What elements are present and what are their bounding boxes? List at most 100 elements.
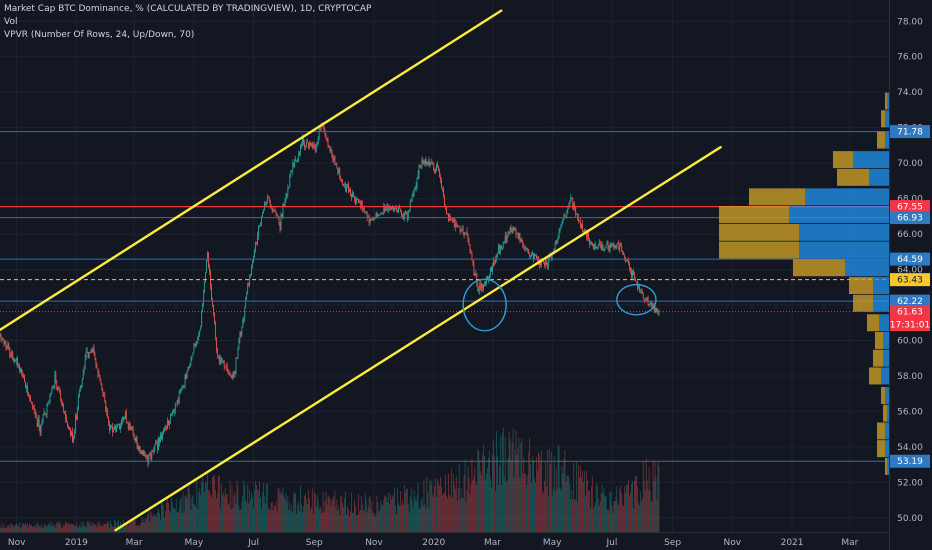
candle-body [393,207,394,211]
candle-body [569,202,571,206]
price-badge-63-43[interactable]: 63.43 [897,276,923,286]
candle [122,416,124,423]
volume-bar [375,514,377,532]
volume-bar [633,508,634,532]
candle-body [637,284,639,289]
volume-bar [635,476,636,532]
candle-body [315,145,317,152]
time-tick-label: 2020 [422,538,445,548]
candle-body [578,216,580,221]
price-badge-64-59[interactable]: 64.59 [897,255,923,265]
vpvr-row-up [833,151,853,169]
price-badge-64-59-bg[interactable] [890,252,930,266]
candle-body [9,347,11,356]
price-badge-67-55-bg[interactable] [890,200,930,214]
candle [394,207,395,213]
candle-body [429,161,431,165]
volume-bar [525,473,527,532]
volume-bar [68,523,69,532]
volume-bar [37,524,39,532]
candle-body [329,146,331,151]
candle-body [65,412,66,418]
vpvr-row-up [867,314,879,332]
volume-bar [107,521,109,532]
ellipse-march-2020[interactable] [462,278,507,332]
volume-bar [45,526,47,532]
volume-bar [172,508,174,532]
candle [216,347,218,359]
candle-body [351,195,352,198]
candle-body [439,171,441,177]
volume-bar [540,463,541,532]
candle [108,416,110,427]
price-badge-62-22[interactable]: 62.22 [897,297,923,307]
candle [46,403,48,419]
ellipse-august-2020[interactable] [616,283,657,316]
volume-bar [579,476,581,532]
volume-bar [97,523,99,532]
trendline-channel-upper[interactable] [0,9,503,332]
candle-body [396,207,397,211]
price-badge-71-78[interactable]: 71.78 [897,128,923,138]
candle-body [628,260,629,263]
volume-bar [17,525,19,532]
volume-bar [567,476,569,532]
candle [326,137,328,143]
price-badge-71-78-bg[interactable] [890,125,930,139]
price-badge-62-22-bg[interactable] [890,294,930,308]
countdown-badge-bg[interactable] [890,318,930,332]
volume-bar [485,479,487,532]
trendline-channel-lower[interactable] [114,145,722,532]
price-badge-61-63-bg[interactable] [890,305,930,319]
candle-body [294,159,296,167]
candle [383,202,385,216]
price-badge-61-63[interactable]: 61.63 [897,308,923,318]
price-badge-53-19[interactable]: 53.19 [897,457,923,467]
volume-bar [619,488,621,532]
candle [198,331,200,341]
countdown-badge[interactable]: 17:31:01 [890,321,930,331]
price-badge-63-43-bg[interactable] [890,273,930,287]
volume-bar [198,492,200,532]
candle-body [287,187,289,194]
price-tick-label: 50.00 [897,514,923,524]
volume-bar [58,523,60,532]
candle [597,244,599,250]
candle-body [642,293,644,299]
candle [497,243,499,254]
volume-bar [546,449,548,532]
candle-body [580,221,581,229]
candle-body [123,418,125,420]
candle [522,239,524,249]
price-badge-53-19-bg[interactable] [890,454,930,468]
candle-body [487,276,488,280]
candle-body [418,166,420,175]
volume-bar [4,528,6,532]
price-badge-67-55[interactable]: 67.55 [897,203,923,213]
volume-bar [136,525,138,532]
candle [274,207,276,212]
volume-bar [171,501,173,532]
candle-body [497,244,499,254]
volume-bar [82,521,84,532]
candle-body [177,399,179,403]
candle [311,141,313,150]
candle-body [179,390,181,394]
candle-body [77,397,79,410]
time-tick-label: Mar [484,538,501,548]
volume-bar [647,489,649,532]
volume-bar [652,459,654,532]
volume-bar [392,496,394,532]
candle [327,136,329,148]
candle-body [36,418,38,427]
candle [202,303,204,313]
volume-bar [180,497,182,532]
price-badge-66-93-bg[interactable] [890,211,930,225]
candle [424,158,426,166]
vpvr-row-down [885,131,889,149]
price-badge-66-93[interactable]: 66.93 [897,214,923,224]
volume-bar [261,508,262,532]
candle [139,445,141,455]
